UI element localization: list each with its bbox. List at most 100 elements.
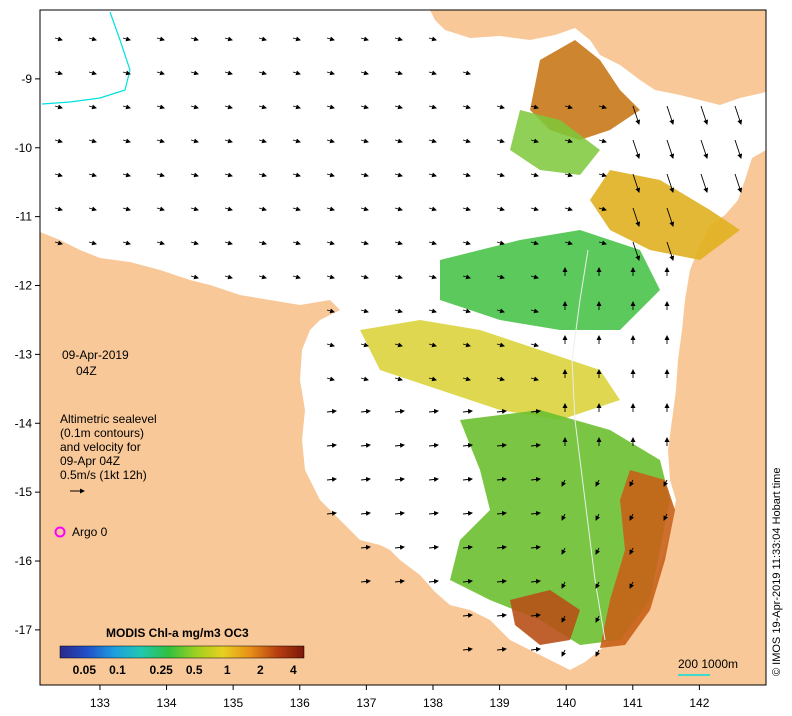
velocity-arrow [326, 408, 337, 414]
x-tick-label: 137 [356, 696, 376, 710]
velocity-arrow [632, 241, 641, 261]
velocity-arrow [564, 206, 573, 212]
velocity-arrow [258, 274, 267, 280]
velocity-arrow [122, 240, 131, 246]
velocity-arrow [224, 274, 233, 280]
velocity-arrow [462, 138, 471, 144]
velocity-arrow [360, 274, 369, 280]
velocity-arrow [224, 240, 233, 246]
velocity-arrow [122, 206, 131, 212]
velocity-arrow [360, 578, 371, 584]
velocity-arrow [394, 138, 403, 144]
velocity-arrow [190, 240, 199, 246]
velocity-arrow [629, 513, 635, 521]
velocity-arrow [496, 646, 507, 652]
velocity-arrow [700, 105, 709, 125]
velocity-arrow [292, 206, 301, 212]
velocity-arrow [561, 615, 567, 623]
velocity-arrow [360, 510, 371, 516]
velocity-arrow [629, 581, 635, 589]
velocity-arrow [292, 104, 301, 110]
velocity-arrow [122, 172, 131, 178]
velocity-arrow [258, 36, 267, 42]
velocity-arrow [496, 476, 507, 482]
colorbar-tick-label: 4 [290, 663, 297, 677]
velocity-arrow [462, 274, 471, 280]
velocity-arrow [428, 578, 439, 584]
velocity-arrow [224, 138, 233, 144]
velocity-arrow [292, 36, 301, 42]
velocity-arrow [54, 104, 63, 110]
velocity-arrow [360, 442, 371, 448]
velocity-arrow [598, 104, 607, 110]
velocity-arrow [224, 104, 233, 110]
velocity-arrow [496, 578, 507, 584]
velocity-arrow [663, 479, 669, 487]
velocity-arrow [428, 408, 439, 414]
x-tick-label: 134 [157, 696, 177, 710]
velocity-arrow [530, 476, 541, 482]
velocity-arrow [326, 104, 335, 110]
legend-line-1: Altimetric sealevel [60, 412, 157, 426]
velocity-arrow [462, 544, 473, 550]
velocity-arrow [666, 241, 675, 261]
velocity-arrow [734, 173, 743, 193]
velocity-arrow [54, 138, 63, 144]
x-axis: 133 134 135 136 137 138 139 140 141 142 [90, 685, 710, 710]
velocity-arrow [462, 612, 473, 618]
velocity-arrow [496, 206, 505, 212]
velocity-arrow [292, 138, 301, 144]
velocity-arrow [394, 544, 405, 550]
time-label: 04Z [76, 364, 97, 378]
colorbar-tick-label: 0.05 [73, 663, 97, 677]
colorbar-title: MODIS Chl-a mg/m3 OC3 [106, 626, 249, 640]
velocity-arrow [360, 308, 369, 314]
velocity-arrow [530, 612, 541, 618]
chl-patch-southeast-orange [600, 470, 675, 648]
velocity-arrow [496, 138, 505, 144]
velocity-arrow [561, 513, 567, 521]
velocity-arrow [428, 104, 437, 110]
y-tick-label: -9 [21, 72, 32, 86]
velocity-arrow [394, 510, 405, 516]
sealevel-contour-north [41, 11, 131, 105]
velocity-arrow [122, 138, 131, 144]
velocity-arrow [595, 649, 601, 657]
velocity-arrow [156, 104, 165, 110]
velocity-arrow [428, 342, 437, 348]
chlorophyll-layer [360, 40, 740, 648]
velocity-arrow [190, 138, 199, 144]
colorbar-tick-label: 0.25 [149, 663, 173, 677]
velocity-arrow [462, 476, 473, 482]
velocity-arrow [530, 172, 539, 178]
velocity-arrow [530, 104, 539, 110]
velocity-arrow [462, 510, 473, 516]
sealevel-contour-east [571, 249, 606, 641]
argo-label: Argo 0 [72, 525, 108, 539]
velocity-arrow [496, 342, 505, 348]
y-axis: -9 -10 -11 -12 -13 -14 -15 -16 -17 [15, 72, 40, 637]
velocity-arrow [428, 36, 437, 42]
velocity-arrow [88, 36, 97, 42]
velocity-arrow [564, 104, 573, 110]
velocity-arrow [598, 138, 607, 144]
velocity-arrow [595, 615, 601, 623]
velocity-arrow [462, 206, 471, 212]
colorbar: MODIS Chl-a mg/m3 OC3 0.05 0.1 0.25 0.5 1 2 4 [59, 626, 305, 677]
velocity-arrow [326, 138, 335, 144]
velocity-arrow [428, 138, 437, 144]
velocity-arrow [561, 479, 567, 487]
velocity-arrow [666, 173, 675, 193]
x-tick-label: 142 [689, 696, 709, 710]
argo-marker-icon [54, 526, 66, 538]
velocity-arrow [190, 36, 199, 42]
velocity-arrow [156, 206, 165, 212]
velocity-arrow [598, 172, 607, 178]
velocity-arrow [360, 172, 369, 178]
velocity-arrow [632, 139, 641, 159]
velocity-arrow [54, 172, 63, 178]
colorbar-tick-label: 0.5 [186, 663, 203, 677]
velocity-arrow [394, 308, 403, 314]
velocity-arrow [496, 104, 505, 110]
